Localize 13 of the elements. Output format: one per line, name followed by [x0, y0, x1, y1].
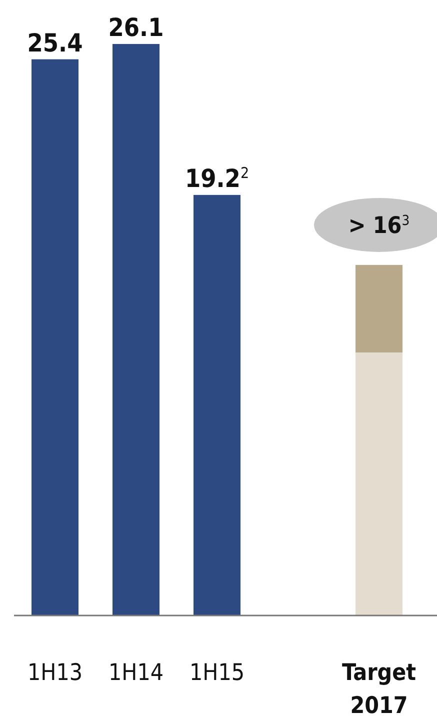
- x-tick-label: Target 2017: [342, 660, 416, 719]
- x-tick-label: 1H15: [189, 660, 245, 686]
- x-tick-label: 1H13: [27, 660, 83, 686]
- bar: [356, 264, 402, 352]
- bar: [32, 59, 78, 615]
- x-tick-label: 1H14: [108, 660, 164, 686]
- data-label: 26.1: [108, 12, 164, 42]
- bar: [112, 44, 160, 615]
- bar: [356, 352, 402, 615]
- bar: [194, 194, 240, 615]
- data-label: 25.4: [27, 28, 83, 58]
- total-label: > 16$^{3}$: [348, 212, 410, 239]
- data-label: 19.2$^{2}$: [184, 164, 250, 193]
